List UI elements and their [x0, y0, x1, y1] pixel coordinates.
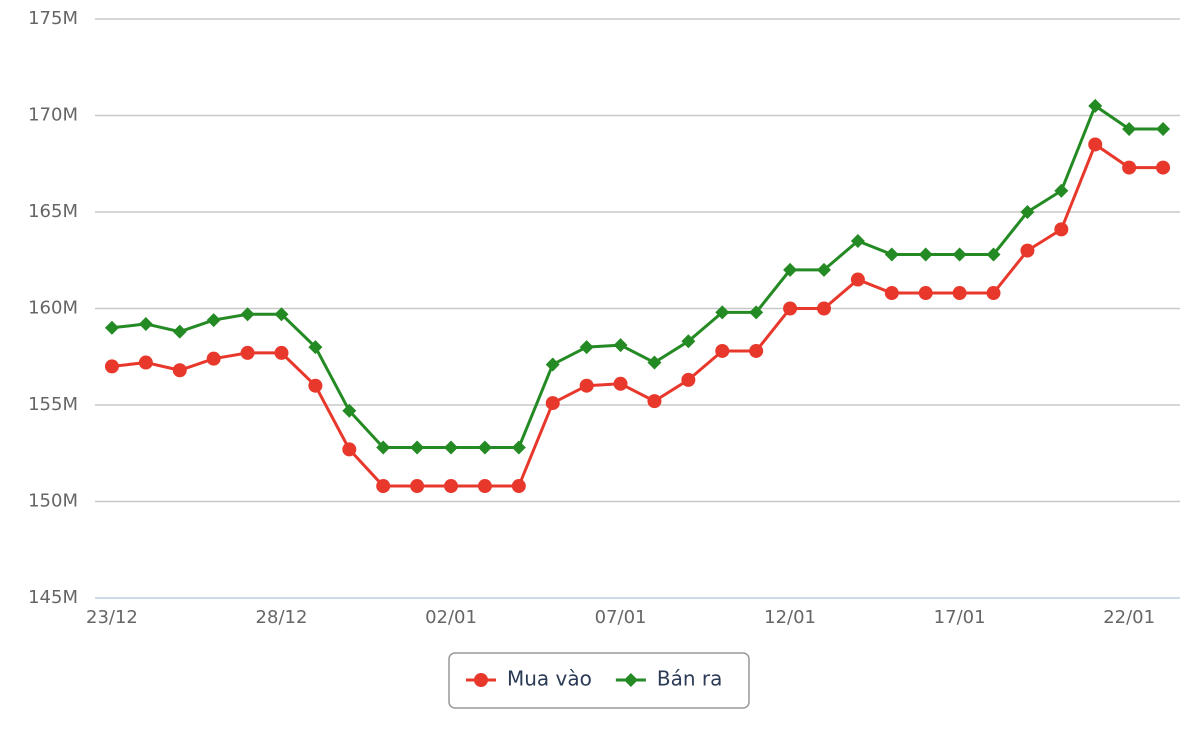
point — [1122, 160, 1137, 175]
point — [545, 396, 560, 411]
point — [1156, 160, 1171, 175]
point — [783, 301, 798, 316]
point — [376, 440, 391, 455]
point — [274, 307, 289, 322]
point — [477, 440, 492, 455]
x-tick-label: 23/12 — [86, 607, 138, 628]
point — [918, 286, 933, 301]
point — [1088, 98, 1103, 113]
legend-marker — [474, 673, 488, 687]
point — [1054, 183, 1069, 198]
point — [1156, 122, 1171, 137]
y-tick-label: 145M — [28, 587, 78, 608]
point — [613, 338, 628, 353]
point — [647, 394, 662, 409]
point — [613, 376, 628, 391]
y-tick-label: 150M — [28, 491, 78, 512]
point — [410, 440, 425, 455]
point — [308, 378, 323, 393]
point — [240, 307, 255, 322]
point — [410, 479, 425, 494]
point — [308, 340, 323, 355]
point — [342, 442, 357, 457]
point — [952, 247, 967, 262]
point — [749, 305, 764, 320]
point — [816, 301, 831, 316]
point — [579, 378, 594, 393]
point — [444, 440, 459, 455]
point — [986, 286, 1001, 301]
point — [477, 479, 492, 494]
point — [816, 262, 831, 277]
x-tick-label: 02/01 — [425, 607, 477, 628]
point — [206, 351, 221, 366]
point — [850, 272, 865, 287]
point — [376, 479, 391, 494]
point — [1122, 122, 1137, 137]
y-tick-label: 165M — [28, 201, 78, 222]
point — [444, 479, 459, 494]
point — [952, 286, 967, 301]
legend-marker — [623, 673, 638, 687]
point — [274, 345, 289, 360]
point — [1054, 222, 1069, 237]
x-tick-label: 17/01 — [934, 607, 986, 628]
x-tick-label: 22/01 — [1103, 607, 1155, 628]
point — [138, 355, 153, 370]
legend-box — [448, 652, 750, 709]
point — [138, 316, 153, 331]
point — [342, 403, 357, 418]
point — [104, 320, 119, 335]
point — [511, 479, 526, 494]
legend-label: Mua vào — [507, 667, 592, 691]
point — [681, 334, 696, 349]
point — [749, 343, 764, 358]
point — [1020, 205, 1035, 219]
point — [104, 359, 119, 374]
legend-label: Bán ra — [657, 667, 723, 691]
x-tick-label: 07/01 — [595, 607, 647, 628]
x-tick-label: 12/01 — [764, 607, 816, 628]
y-tick-label: 155M — [28, 394, 78, 415]
point — [172, 324, 187, 339]
y-tick-label: 175M — [28, 8, 78, 29]
point — [240, 345, 255, 360]
point — [172, 363, 187, 378]
point — [715, 343, 730, 358]
point — [206, 313, 221, 328]
point — [884, 247, 899, 262]
point — [681, 372, 696, 387]
point — [850, 233, 865, 248]
y-tick-label: 160M — [28, 298, 78, 319]
point — [511, 440, 526, 455]
point — [986, 247, 1001, 262]
point — [545, 357, 560, 372]
point — [1020, 243, 1035, 258]
x-tick-label: 28/12 — [256, 607, 308, 628]
point — [579, 340, 594, 355]
point — [715, 305, 730, 320]
y-tick-label: 170M — [28, 105, 78, 126]
point — [1088, 137, 1103, 152]
point — [647, 355, 662, 370]
point — [783, 262, 798, 277]
point — [884, 286, 899, 301]
point — [918, 247, 933, 262]
